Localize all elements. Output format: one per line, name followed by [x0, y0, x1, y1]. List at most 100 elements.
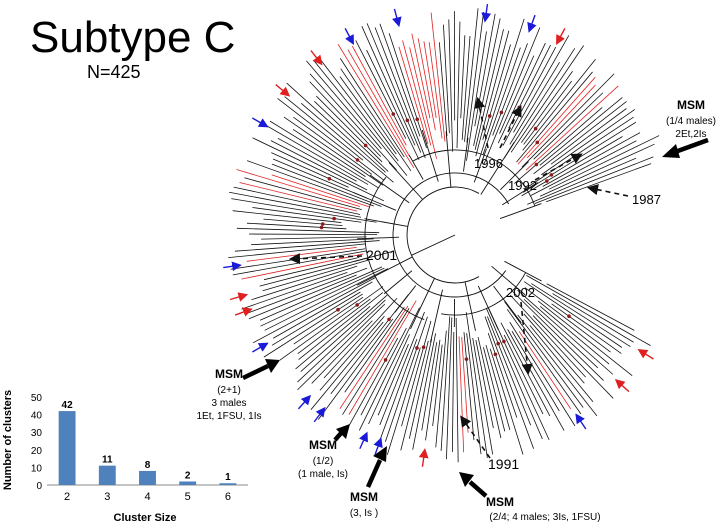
tree-branch	[279, 286, 384, 361]
tree-branch	[269, 120, 379, 189]
tree-branch	[520, 70, 573, 143]
internal-spoke	[410, 278, 435, 330]
msm-arrows	[242, 137, 709, 498]
blue-tip-arrow	[252, 117, 269, 128]
tree-branch	[531, 283, 631, 348]
tree-branch	[244, 177, 362, 211]
tree-branch	[532, 315, 614, 399]
tree-branch	[259, 257, 367, 287]
tree-branch	[236, 169, 360, 207]
tip-arrows	[223, 3, 654, 467]
tree-branch	[456, 21, 461, 148]
red-tip-arrow	[418, 448, 429, 467]
pointer-1996b	[499, 105, 522, 149]
internal-spoke	[501, 181, 538, 206]
internal-spoke	[445, 131, 452, 188]
tree-branch	[551, 303, 622, 354]
tree-node-dot	[355, 303, 359, 307]
tree-branch	[247, 160, 375, 207]
tree-branch	[477, 336, 502, 439]
tree-branch	[546, 163, 652, 203]
tree-branch	[497, 42, 546, 144]
tree-branch	[379, 23, 421, 137]
internal-spoke	[408, 154, 424, 180]
tree-branch	[277, 137, 357, 182]
tree-node-dot	[535, 140, 540, 145]
sample-size-label: N=425	[87, 62, 141, 82]
tree-branch	[523, 298, 599, 369]
tree-branch	[259, 266, 383, 321]
tree-branch	[502, 46, 557, 146]
tree-branch	[316, 95, 383, 163]
tree-branch	[509, 294, 586, 378]
tree-branch	[297, 299, 386, 383]
tree-branch	[252, 207, 362, 223]
tree-branch	[319, 315, 385, 391]
tree-branch	[252, 276, 377, 344]
tree-node-dot	[534, 162, 539, 167]
blue-tip-arrow	[527, 14, 537, 33]
tree-branch	[482, 47, 521, 155]
msm-annotation-bottom-left: MSM (1/2) (1 male, Is)	[298, 438, 348, 480]
tree-branch	[509, 61, 560, 145]
msm-detail: (1/2)	[313, 456, 334, 467]
msm-title: MSM	[309, 438, 337, 452]
tree-branch	[251, 238, 374, 246]
tree-branch	[466, 31, 487, 161]
tree-branch	[261, 236, 367, 240]
tree-branch	[432, 344, 443, 427]
tree-branch	[517, 314, 598, 417]
tree-branch	[503, 48, 576, 159]
year-pointers	[288, 96, 629, 459]
internal-spoke	[499, 203, 542, 220]
tree-branch	[506, 309, 582, 415]
tree-branch	[451, 331, 455, 453]
tree-branch	[384, 316, 428, 442]
msm-detail: (2/4; 4 males; 3Is, 1FSU)	[489, 512, 600, 523]
tree-branch	[438, 42, 448, 137]
tree-branch	[483, 27, 541, 165]
msm-arrow-top-right	[674, 137, 709, 155]
tree-branch	[263, 293, 363, 358]
tree-branch	[251, 265, 358, 301]
tree-branch	[241, 271, 348, 310]
tree-node-dot	[355, 158, 360, 162]
tree-branch	[412, 333, 437, 450]
tree-branch	[508, 44, 551, 129]
tree-branch	[411, 33, 431, 119]
tree-branch	[473, 18, 501, 146]
chart-data-labels: 42 11 8 2 1	[62, 400, 232, 483]
tree-branch	[546, 283, 635, 331]
tree-branch	[484, 316, 535, 449]
tree-branch	[550, 108, 627, 165]
tree-branch	[271, 291, 361, 346]
tree-branch	[297, 303, 386, 391]
tree-branch	[228, 243, 366, 259]
tree-node-dot	[517, 105, 522, 110]
pointer-1991	[460, 415, 491, 459]
msm-arrowhead-bottom-mid	[373, 446, 387, 462]
tree-branch	[241, 253, 364, 280]
tree-branch	[472, 337, 494, 455]
tree-branch	[523, 281, 623, 348]
internal-spoke	[504, 260, 542, 282]
tree-branch	[264, 268, 389, 331]
tree-branch	[539, 97, 623, 166]
tree-branch	[492, 43, 528, 136]
tree-node-dot	[332, 216, 336, 221]
blue-tip-arrow	[373, 437, 383, 456]
blue-tip-arrow	[313, 406, 326, 423]
internal-arc	[392, 172, 510, 298]
msm-detail: (3, Is )	[350, 508, 378, 519]
year-label-2001: 2001	[366, 247, 397, 263]
tree-branch	[443, 24, 450, 134]
tree-branch	[232, 210, 342, 223]
tree-branch	[317, 318, 394, 420]
chart-bar	[139, 470, 156, 485]
red-tip-arrow	[310, 50, 323, 66]
tree-branch	[361, 26, 416, 146]
chart-y-tick-label: 0	[36, 481, 42, 492]
tree-branch	[271, 152, 349, 188]
blue-tip-arrow	[359, 431, 368, 450]
